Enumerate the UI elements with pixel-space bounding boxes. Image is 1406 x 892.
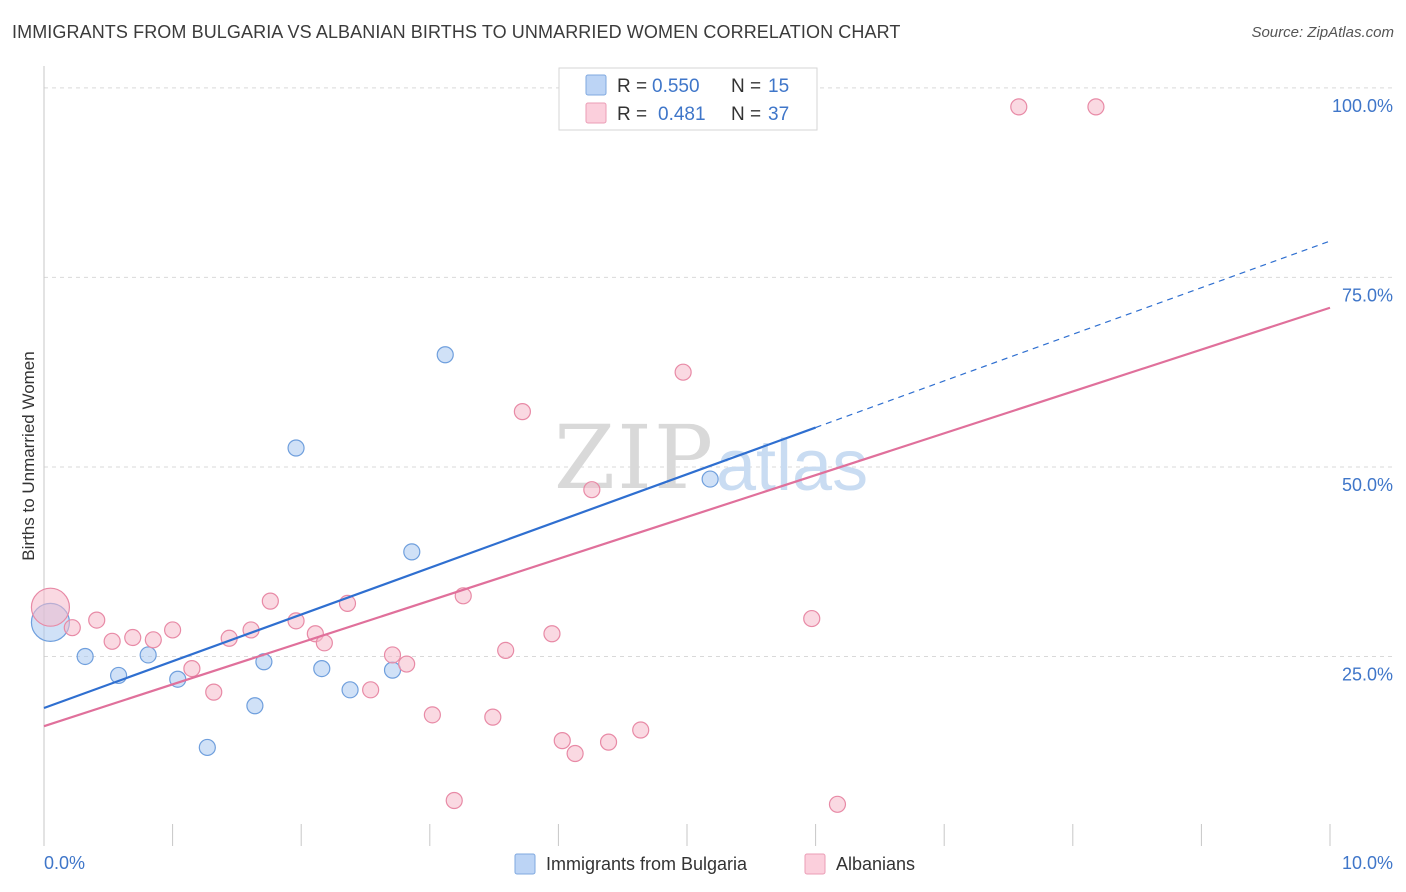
- legend-n-value-albanians: 37: [768, 104, 789, 125]
- legend-n-label-bulgaria: N =: [731, 76, 761, 97]
- bottom-legend-swatch-albanians: [804, 853, 826, 875]
- point-albanians: [566, 744, 584, 763]
- point-bulgaria: [436, 346, 454, 364]
- point-bulgaria: [287, 439, 305, 457]
- point-albanians: [398, 655, 416, 673]
- legend-r-value-bulgaria: 0.550: [652, 76, 700, 97]
- legend-n-value-bulgaria: 15: [768, 76, 789, 97]
- bottom-legend-label-bulgaria: Immigrants from Bulgaria: [546, 854, 748, 874]
- point-albanians: [674, 363, 692, 381]
- point-bulgaria: [76, 647, 94, 666]
- trend-lines: [43, 240, 1331, 728]
- legend-r-label-bulgaria: R =: [617, 76, 647, 97]
- y-tick-label: 75.0%: [1342, 285, 1393, 305]
- point-bulgaria: [313, 660, 331, 678]
- point-albanians: [497, 641, 515, 660]
- x-tick-label-min: 0.0%: [44, 853, 85, 873]
- point-albanians: [828, 795, 847, 813]
- point-albanians: [543, 625, 561, 643]
- point-albanians: [124, 628, 142, 647]
- y-axis-label: Births to Unmarried Women: [19, 351, 38, 560]
- point-albanians: [362, 681, 380, 699]
- trend-line-bulgaria: [43, 426, 816, 710]
- point-albanians: [599, 733, 618, 751]
- x-tick-label-max: 10.0%: [1342, 853, 1393, 873]
- bottom-legend: Immigrants from Bulgaria Albanians: [514, 853, 915, 875]
- point-albanians: [632, 721, 650, 739]
- grid-lines: [44, 87, 1393, 657]
- legend-swatch-bulgaria: [585, 74, 607, 96]
- legend-n-label-albanians: N =: [731, 104, 761, 125]
- watermark-zip: ZIP: [554, 406, 715, 509]
- trend-line-bulgaria-extension: [815, 240, 1331, 429]
- point-albanians: [484, 708, 502, 726]
- legend-swatch-albanians: [585, 102, 607, 124]
- point-albanians: [383, 646, 402, 664]
- point-albanians: [103, 632, 121, 650]
- trend-line-albanians: [43, 306, 1331, 728]
- top-legend: R = 0.550 N = 15 R = 0.481 N = 37: [558, 67, 818, 131]
- chart-title: IMMIGRANTS FROM BULGARIA VS ALBANIAN BIR…: [12, 22, 901, 42]
- point-albanians: [88, 611, 106, 629]
- y-tick-labels: 25.0% 50.0% 75.0% 100.0%: [1332, 96, 1393, 685]
- point-bulgaria: [139, 646, 157, 664]
- point-albanians: [30, 587, 71, 627]
- point-albanians: [183, 660, 201, 678]
- point-albanians: [164, 621, 182, 639]
- point-albanians: [1010, 98, 1028, 116]
- point-albanians: [423, 706, 441, 724]
- point-albanians: [445, 791, 463, 810]
- point-bulgaria: [198, 738, 216, 757]
- point-albanians: [803, 609, 821, 628]
- point-albanians: [553, 732, 571, 750]
- point-albanians: [583, 481, 601, 499]
- bottom-legend-label-albanians: Albanians: [836, 854, 915, 874]
- legend-r-value-albanians: 0.481: [658, 104, 706, 125]
- x-axis-ticks: [43, 824, 1331, 846]
- point-bulgaria: [403, 543, 421, 561]
- y-tick-label: 100.0%: [1332, 96, 1393, 116]
- y-tick-label: 50.0%: [1342, 475, 1393, 495]
- point-albanians: [513, 403, 531, 421]
- point-albanians: [261, 592, 279, 610]
- point-bulgaria: [341, 681, 359, 699]
- point-albanians: [144, 631, 162, 649]
- source-label: Source: ZipAtlas.com: [1251, 24, 1394, 41]
- point-bulgaria: [701, 470, 719, 488]
- point-albanians: [205, 683, 223, 701]
- bottom-legend-swatch-bulgaria: [514, 853, 536, 875]
- y-tick-label: 25.0%: [1342, 664, 1393, 684]
- point-albanians: [63, 619, 81, 637]
- point-bulgaria: [246, 697, 264, 715]
- legend-r-label-albanians: R =: [617, 104, 647, 125]
- point-albanians: [1087, 98, 1105, 116]
